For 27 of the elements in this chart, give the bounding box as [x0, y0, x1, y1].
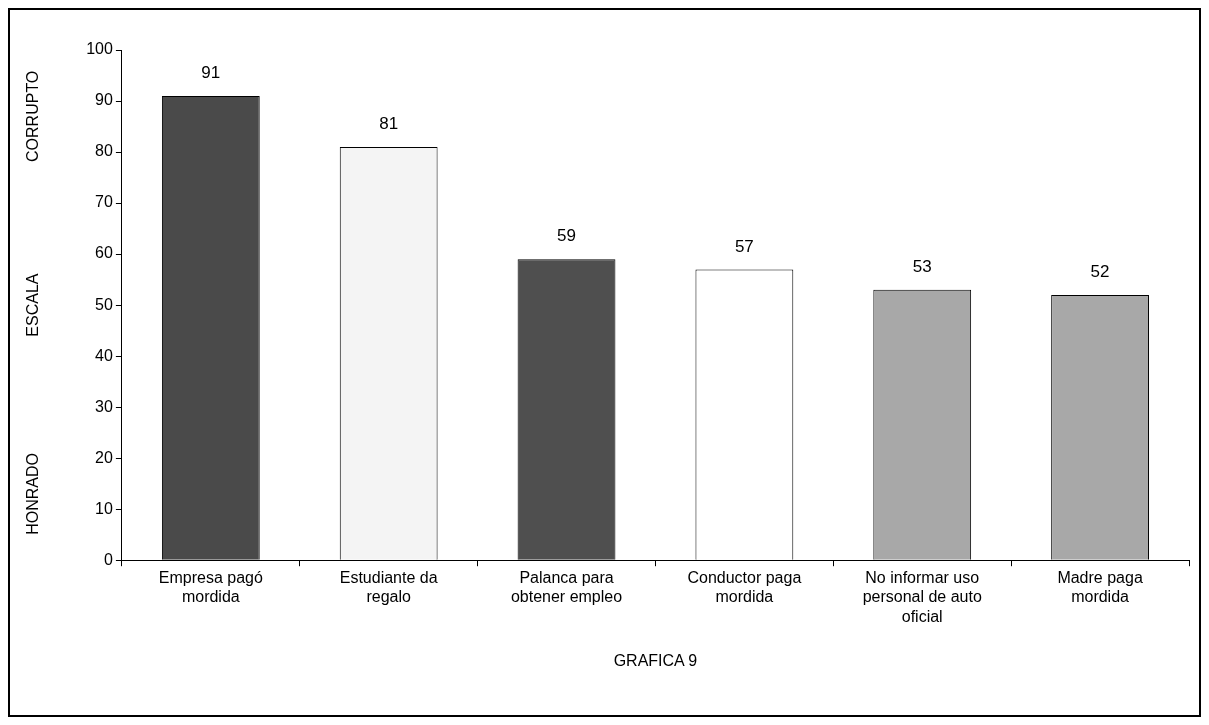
- data-label: 52: [1090, 262, 1110, 282]
- y-axis-title: ESCALA: [24, 273, 42, 337]
- x-tick-label: Palanca para obtener empleo: [510, 569, 623, 606]
- y-tick-label: 30: [95, 397, 113, 415]
- y-tick-label: 60: [95, 244, 113, 262]
- x-tick-label: Madre paga mordida: [1057, 569, 1143, 606]
- x-tick-label: No informar uso personal de auto oficial: [862, 569, 982, 625]
- data-label: 53: [912, 256, 932, 276]
- text: HONRADO: [24, 452, 42, 535]
- y-tick-label: 90: [95, 91, 113, 109]
- y-tick-label: 0: [103, 550, 113, 568]
- data-label: 91: [201, 63, 221, 83]
- y-tick-label: 80: [95, 142, 113, 160]
- y-tick-label: 50: [95, 295, 113, 313]
- x-tick-label: Conductor paga mordida: [687, 569, 802, 606]
- x-tick-label: Estudiante da regalo: [339, 569, 438, 606]
- y-tick-label: 40: [95, 346, 113, 364]
- data-label: 57: [734, 236, 754, 256]
- y-tick-label: 70: [95, 193, 113, 211]
- data-label: 81: [379, 114, 399, 134]
- x-axis-title: GRAFICA 9: [613, 651, 698, 669]
- y-tick-label: 20: [95, 448, 113, 466]
- data-label: 59: [557, 226, 576, 246]
- y-tick-label: 10: [95, 499, 113, 517]
- x-tick-label: Empresa pagó mordida: [158, 569, 263, 606]
- y-tick-label: 100: [86, 40, 113, 58]
- text: CORRUPTO: [24, 70, 42, 162]
